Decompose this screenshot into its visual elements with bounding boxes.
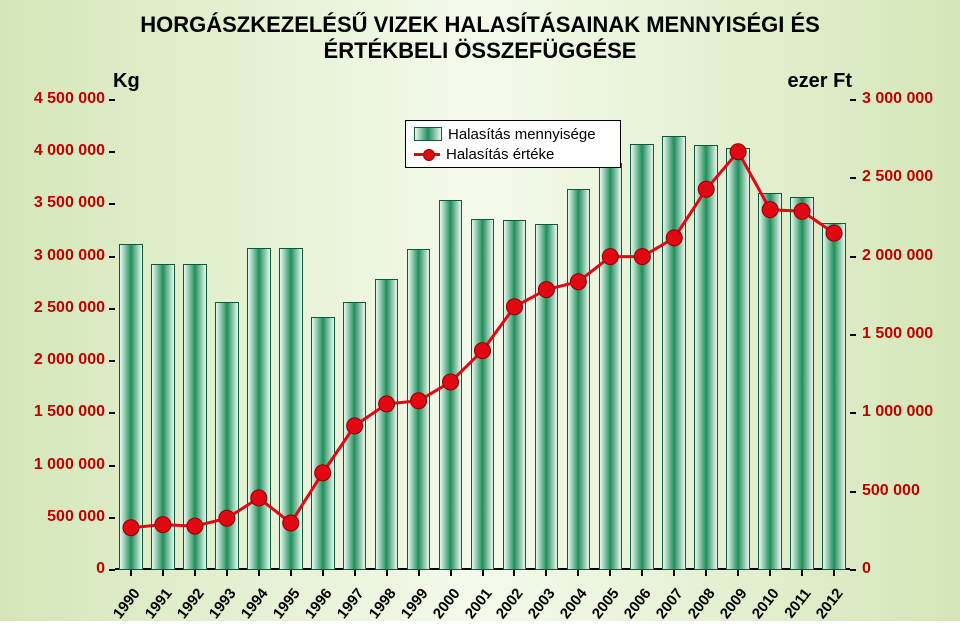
x-tickmark — [130, 570, 132, 576]
y2-tickmark — [850, 491, 856, 493]
x-tickmark — [737, 570, 739, 576]
x-tickmark — [226, 570, 228, 576]
y1-tick-label: 1 000 000 — [0, 456, 105, 474]
bar — [311, 317, 335, 570]
x-tickmark — [418, 570, 420, 576]
bar — [503, 220, 527, 570]
y1-tick-label: 2 500 000 — [0, 299, 105, 317]
legend-line-swatch — [414, 147, 440, 161]
y1-tickmark — [109, 203, 115, 205]
bar — [535, 224, 559, 570]
bar — [726, 148, 750, 570]
bar — [439, 200, 463, 570]
bar — [790, 197, 814, 570]
bar — [694, 145, 718, 570]
chart-title-line1: HORGÁSZKEZELÉSŰ VIZEK HALASÍTÁSAINAK MEN… — [0, 12, 960, 38]
y1-tickmark — [109, 99, 115, 101]
x-tickmark — [194, 570, 196, 576]
y2-tickmark — [850, 177, 856, 179]
x-tickmark — [258, 570, 260, 576]
x-tickmark — [513, 570, 515, 576]
legend-bar-swatch — [414, 127, 442, 141]
x-tickmark — [354, 570, 356, 576]
y2-tick-label: 1 500 000 — [862, 325, 933, 343]
x-tickmark — [450, 570, 452, 576]
y2-tick-label: 1 000 000 — [862, 403, 933, 421]
y2-tickmark — [850, 412, 856, 414]
y1-tickmark — [109, 360, 115, 362]
y2-tick-label: 3 000 000 — [862, 90, 933, 108]
x-tickmark — [705, 570, 707, 576]
x-tickmark — [577, 570, 579, 576]
bar — [822, 223, 846, 570]
legend: Halasítás mennyisége Halasítás értéke — [405, 120, 621, 168]
y1-tickmark — [109, 465, 115, 467]
y1-axis-title: Kg — [113, 70, 140, 93]
x-tickmark — [769, 570, 771, 576]
x-tickmark — [545, 570, 547, 576]
y1-tickmark — [109, 151, 115, 153]
bar — [599, 163, 623, 570]
y1-tick-label: 500 000 — [0, 508, 105, 526]
legend-item: Halasítás értéke — [408, 144, 618, 164]
bar — [151, 264, 175, 570]
bar — [119, 244, 143, 570]
x-tickmark — [801, 570, 803, 576]
plot-area — [115, 100, 850, 570]
bar — [215, 302, 239, 570]
bar — [471, 219, 495, 570]
x-tickmark — [482, 570, 484, 576]
y1-tickmark — [109, 412, 115, 414]
y2-tickmark — [850, 256, 856, 258]
y1-tick-label: 3 500 000 — [0, 194, 105, 212]
x-tickmark — [290, 570, 292, 576]
y2-axis-title: ezer Ft — [788, 70, 852, 93]
y2-tick-label: 2 000 000 — [862, 247, 933, 265]
x-tickmark — [609, 570, 611, 576]
bar — [343, 302, 367, 570]
y1-tickmark — [109, 569, 115, 571]
legend-label: Halasítás mennyisége — [448, 126, 596, 143]
x-tickmark — [641, 570, 643, 576]
y1-tick-label: 2 000 000 — [0, 351, 105, 369]
y1-tick-label: 3 000 000 — [0, 247, 105, 265]
y1-tick-label: 4 000 000 — [0, 142, 105, 160]
bar — [662, 136, 686, 570]
y1-tick-label: 1 500 000 — [0, 403, 105, 421]
y2-tick-label: 500 000 — [862, 482, 920, 500]
x-tickmark — [162, 570, 164, 576]
bar — [279, 248, 303, 570]
y2-tick-label: 2 500 000 — [862, 168, 933, 186]
bar — [183, 264, 207, 570]
bar — [375, 279, 399, 570]
y2-tickmark — [850, 334, 856, 336]
y2-tickmark — [850, 99, 856, 101]
chart-title-line2: ÉRTÉKBELI ÖSSZEFÜGGÉSE — [0, 38, 960, 64]
legend-item: Halasítás mennyisége — [408, 124, 618, 144]
y2-tickmark — [850, 569, 856, 571]
y2-tick-label: 0 — [862, 560, 871, 578]
x-tickmark — [673, 570, 675, 576]
legend-label: Halasítás értéke — [446, 146, 554, 163]
x-tickmark — [833, 570, 835, 576]
y1-tickmark — [109, 308, 115, 310]
y1-tick-label: 4 500 000 — [0, 90, 105, 108]
bar — [567, 189, 591, 570]
y1-tickmark — [109, 256, 115, 258]
x-tickmark — [386, 570, 388, 576]
bar — [407, 249, 431, 570]
x-tickmark — [322, 570, 324, 576]
y1-tick-label: 0 — [0, 560, 105, 578]
chart-container: HORGÁSZKEZELÉSŰ VIZEK HALASÍTÁSAINAK MEN… — [0, 0, 960, 621]
bar — [630, 144, 654, 570]
y1-tickmark — [109, 517, 115, 519]
bar — [758, 193, 782, 570]
bar — [247, 248, 271, 570]
